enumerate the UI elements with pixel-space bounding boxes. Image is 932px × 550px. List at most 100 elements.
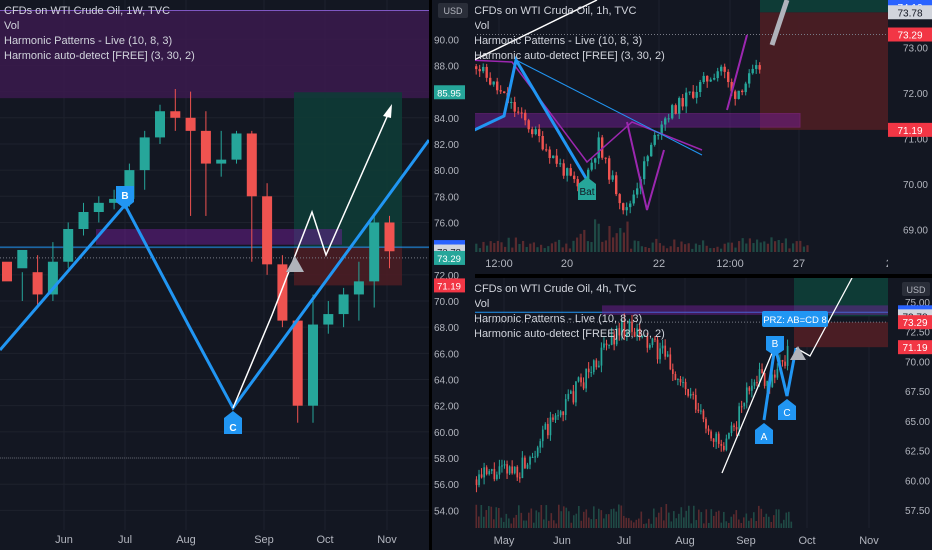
hourly-volume-bar — [684, 244, 687, 252]
weekly-axis-tick: 60.00 — [434, 428, 459, 439]
hourly-candle — [646, 156, 649, 162]
pane-separator-horizontal[interactable] — [432, 274, 932, 278]
fourh-candle — [707, 428, 710, 432]
hourly-chart[interactable]: 12:00202212:002729BatUSD73.0072.0071.007… — [432, 0, 932, 274]
weekly-axis-price-text: 85.95 — [437, 88, 461, 99]
fourh-volume-bar — [580, 520, 583, 528]
fourh-volume-bar — [535, 510, 538, 528]
fourh-marker-c-label: C — [783, 408, 790, 419]
fourh-candle — [575, 381, 577, 403]
fourh-candle — [672, 369, 674, 375]
weekly-axis-tick: 66.00 — [434, 349, 459, 360]
fourh-candle — [493, 468, 496, 480]
hourly-candle — [702, 75, 705, 83]
hourly-volume-bar — [594, 219, 597, 252]
weekly-axis-tick: 56.00 — [434, 480, 459, 491]
weekly-axis-price-text: 71.19 — [437, 281, 461, 292]
fourh-candle — [549, 417, 552, 436]
weekly-przz-zone — [96, 229, 342, 245]
four-hour-chart-pane[interactable]: May Jun Jul Aug Sep Oct Nov A B C PRZ: AB=CD 8 USD 7… — [432, 278, 932, 550]
hourly-candle — [667, 118, 670, 120]
hourly-candle — [499, 90, 502, 92]
weekly-axis-tick: 80.00 — [434, 166, 459, 177]
fourh-candle — [513, 466, 516, 474]
weekly-candle — [338, 294, 349, 315]
hourly-volume-bar — [536, 247, 539, 252]
hourly-trendline — [515, 59, 703, 156]
fourh-marker-b-label: B — [772, 339, 779, 350]
hourly-volume-bar — [540, 244, 543, 252]
fourh-price-tag-text: 71.19 — [902, 343, 927, 354]
weekly-axis-tick: 62.00 — [434, 402, 459, 413]
weekly-axis-tick: 82.00 — [434, 140, 459, 151]
fourh-candle — [519, 477, 521, 479]
hourly-volume-bar — [500, 242, 503, 252]
fourh-volume-bar — [628, 518, 630, 528]
weekly-chart[interactable]: JunJulAugSepOctNovBC92.0090.0088.0086.00… — [0, 0, 429, 550]
hourly-volume-bar — [687, 243, 690, 252]
hourly-volume-bar — [705, 245, 708, 252]
weekly-candle — [139, 137, 150, 171]
weekly-candle — [384, 222, 395, 252]
hourly-chart-pane[interactable]: 12:00202212:002729BatUSD73.0072.0071.007… — [432, 0, 932, 274]
fourh-volume-bar — [690, 523, 693, 528]
fourh-volume-bar — [485, 510, 488, 528]
hourly-volume-bar — [522, 240, 525, 252]
fourh-volume-bar — [525, 520, 528, 528]
fourh-volume-bar — [608, 514, 610, 528]
fourh-volume-bar — [698, 509, 700, 528]
weekly-axis-tick: 64.00 — [434, 376, 459, 387]
hourly-bat-marker — [578, 177, 596, 200]
hourly-volume-bar — [568, 248, 571, 252]
fourh-candle — [623, 320, 626, 337]
fourh-volume-bar — [640, 511, 643, 528]
hourly-volume-bar — [640, 246, 643, 252]
hourly-candle — [566, 168, 569, 176]
weekly-currency: USD — [443, 6, 463, 16]
fourh-candle — [524, 457, 526, 469]
weekly-chart-pane[interactable]: JunJulAugSepOctNovBC92.0090.0088.0086.00… — [0, 0, 429, 550]
pane-separator-vertical[interactable] — [429, 0, 432, 550]
fourh-candle — [544, 423, 547, 430]
fourh-volume-bar — [590, 519, 593, 528]
fourh-candle — [723, 445, 725, 450]
hourly-candle — [622, 203, 625, 211]
hourly-volume-bar — [496, 240, 499, 252]
weekly-candle — [262, 196, 273, 265]
four-hour-chart[interactable]: May Jun Jul Aug Sep Oct Nov A B C PRZ: AB=CD 8 USD 7… — [432, 278, 932, 550]
fourh-volume-bar — [623, 515, 625, 528]
fourh-candle — [488, 471, 491, 475]
four-hour-legend: CFDs on WTI Crude Oil, 4h, TVC Vol Harmo… — [474, 282, 665, 342]
fourh-price-tag — [898, 340, 932, 355]
fourh-volume-bar — [513, 517, 515, 528]
fourh-volume-bar — [715, 511, 718, 528]
weekly-axis-price-tag — [434, 85, 465, 100]
fourh-volume-bar — [655, 517, 658, 528]
fourh-candle — [631, 321, 633, 332]
weekly-candle — [323, 314, 334, 325]
hourly-candle — [576, 179, 579, 187]
fourh-candle — [712, 438, 715, 442]
hourly-candle — [590, 162, 593, 170]
fourh-volume-bar — [618, 504, 620, 528]
hourly-candle — [492, 81, 495, 85]
weekly-projection-arrowhead — [383, 104, 392, 118]
fourh-volume-bar — [745, 513, 748, 528]
fourh-volume-bar — [713, 515, 715, 528]
fourh-volume-bar — [553, 520, 555, 528]
hourly-volume-bar — [702, 240, 705, 252]
fourh-candle — [646, 335, 649, 348]
fourh-volume-bar — [530, 508, 533, 528]
weekly-candle — [63, 229, 74, 262]
fourh-volume-bar — [718, 510, 720, 528]
hourly-volume-bar — [504, 246, 507, 252]
fourh-candle — [511, 466, 514, 474]
weekly-price-axis[interactable]: USD90.0088.0086.0084.0082.0080.0078.0076… — [432, 0, 475, 550]
fourh-candle — [585, 368, 587, 389]
hourly-volume-bar — [709, 248, 712, 252]
fourh-candle — [590, 372, 593, 374]
fourh-x-tick: Aug — [675, 535, 695, 547]
fourh-candle — [539, 441, 542, 448]
fourh-volume-bar — [548, 520, 550, 528]
hourly-price-tag — [888, 27, 932, 42]
